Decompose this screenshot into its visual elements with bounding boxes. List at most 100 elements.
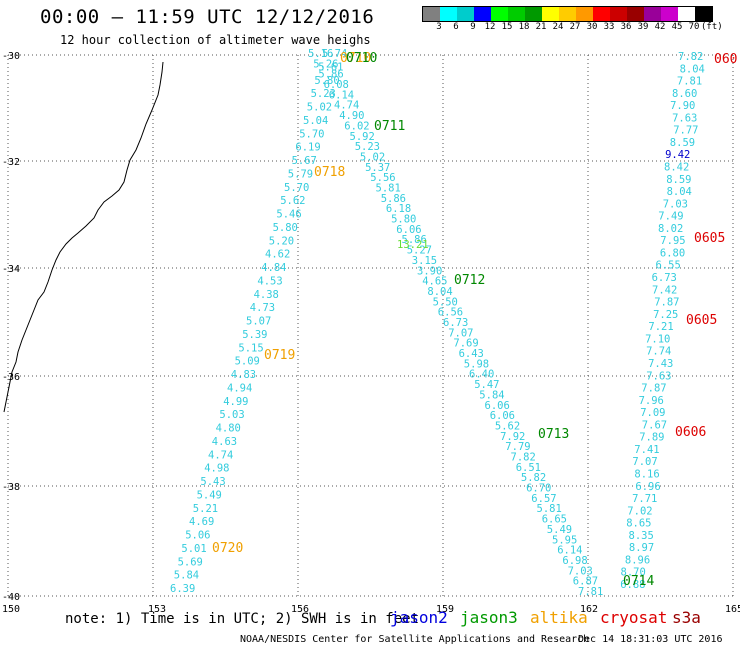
wave-height-value: 4.38 [254,289,279,301]
wave-height-value: 8.96 [625,554,650,566]
colorbar-label: 42 [654,22,666,32]
colorbar-label: 45 [671,22,683,32]
pass-time-label: 0713 [538,427,569,442]
wave-height-value: 5.23 [311,88,336,100]
pass-time-label: 0606 [675,425,706,440]
wave-height-value: 7.81 [578,586,603,598]
wave-height-value: 7.63 [646,370,671,382]
wave-height-value: 7.25 [653,309,678,321]
wave-height-value: 5.50 [433,296,458,308]
colorbar-label: (ft) [701,22,723,32]
wave-height-value: 6.98 [562,555,587,567]
wave-height-value: 7.03 [568,565,593,577]
wave-height-value: 5.92 [350,131,375,143]
pass-time-label: 0710 [340,51,371,66]
wave-height-value: 6.06 [490,410,515,422]
wave-height-value: 5.03 [219,409,244,421]
wave-height-value: 4.80 [216,423,241,435]
wave-height-value: 8.04 [680,63,705,75]
wave-height-value: 5.01 [181,543,206,555]
wave-height-value: 7.89 [639,432,664,444]
wave-height-value: 5.86 [402,234,427,246]
wave-height-value: 4.62 [265,249,290,261]
wave-height-value: 6.08 [324,79,349,91]
wave-height-value: 5.27 [407,245,432,257]
wave-height-value: 7.49 [658,211,683,223]
wave-height-value: 5.49 [547,524,572,536]
wave-height-value: 5.84 [479,389,504,401]
pass-time-label: 0711 [374,119,405,134]
map-title: 00:00 – 11:59 UTC 12/12/2016 [40,6,375,28]
wave-height-value: 8.60 [672,88,697,100]
colorbar-swatch [457,7,474,21]
lat-label: -36 [2,372,20,383]
wave-height-value: 7.63 [672,112,697,124]
wave-height-value: 6.19 [295,142,320,154]
wave-height-value: 5.81 [376,183,401,195]
wave-height-value: 7.90 [670,100,695,112]
wave-height-highlight: 13.21 [397,239,429,251]
wave-height-value: 8.04 [427,286,452,298]
wave-height-value: 5.84 [174,570,199,582]
wave-height-value: 8.04 [667,186,692,198]
colorbar-swatch [491,7,508,21]
legend-cryosat: cryosat [600,608,668,627]
lon-label: 159 [436,604,454,615]
wave-height-value: 5.09 [235,356,260,368]
wave-height-value: 5.47 [474,379,499,391]
colorbar-label: 27 [569,22,581,32]
wave-height-value: 8.97 [629,542,654,554]
wave-height-value: 6.73 [652,272,677,284]
colorbar-label: 30 [586,22,598,32]
wave-height-value: 7.96 [639,395,664,407]
lat-label: -38 [2,482,20,493]
wave-height-value: 8.65 [626,518,651,530]
wave-height-value: 5.15 [238,342,263,354]
wave-height-value: 6.57 [531,493,556,505]
colorbar-swatch [593,7,610,21]
wave-height-value: 5.86 [381,193,406,205]
wave-height-value: 7.95 [660,235,685,247]
wave-height-value: 5.69 [178,556,203,568]
lon-label: 162 [580,604,598,615]
wave-height-value: 8.42 [664,162,689,174]
wave-height-value: 5.70 [299,128,324,140]
colorbar-swatch [440,7,457,21]
wave-height-value: 8.35 [629,530,654,542]
wave-height-value: 5.49 [197,489,222,501]
wave-height-colorbar [422,6,713,22]
colorbar-label: 39 [637,22,649,32]
wave-height-value: 5.07 [246,316,271,328]
lat-label: -40 [2,592,20,603]
legend-jason2: jason2 [390,608,448,627]
wave-height-value: 7.67 [642,419,667,431]
colorbar-label: 9 [470,22,476,32]
wave-height-value: 7.07 [448,327,473,339]
wave-height-value: 5.86 [318,69,343,81]
wave-height-value: 6.02 [344,120,369,132]
wave-height-value: 5.06 [185,530,210,542]
wave-height-value: 8.02 [658,223,683,235]
wave-height-value: 8.16 [634,469,659,481]
wave-height-value: 7.10 [645,333,670,345]
wave-height-value: 6.40 [469,369,494,381]
wave-height-value: 7.81 [677,76,702,88]
colorbar-swatch [576,7,593,21]
lon-label: 153 [148,604,166,615]
colorbar-label: 70 [688,22,700,32]
lon-label: 150 [2,604,20,615]
wave-height-value: 5.70 [284,182,309,194]
credit-text: NOAA/NESDIS Center for Satellite Applica… [240,634,590,645]
wave-height-value: 5.98 [464,358,489,370]
wave-height-value: 5.26 [313,58,338,70]
wave-height-value: 5.62 [495,421,520,433]
colorbar-swatch [525,7,542,21]
wave-height-value: 5.21 [193,503,218,515]
wave-height-value: 6.70 [526,483,551,495]
wave-height-value: 6.73 [443,317,468,329]
wave-height-value: 4.83 [231,369,256,381]
wave-height-value: 5.02 [360,152,385,164]
wave-height-value: 7.43 [648,358,673,370]
